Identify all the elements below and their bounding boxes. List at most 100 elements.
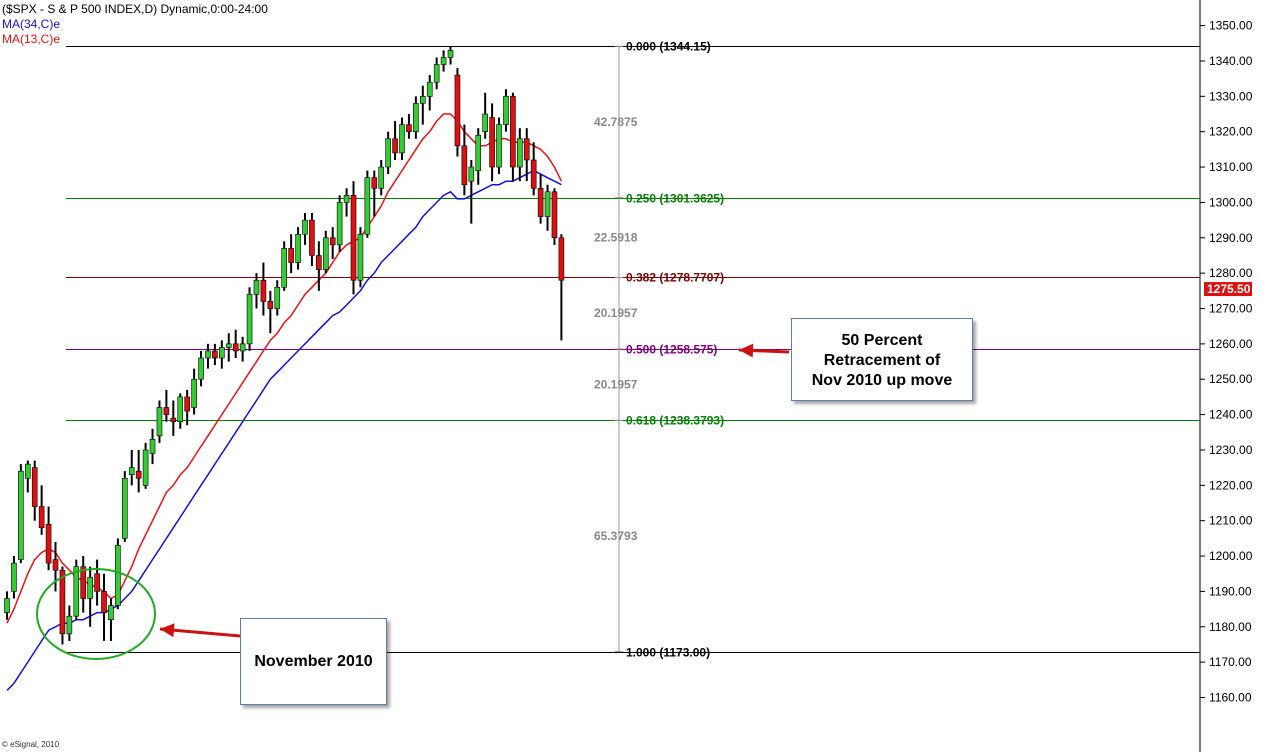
candle [101, 573, 107, 641]
y-tick-label: 1250.00 [1209, 372, 1253, 386]
y-tick-label: 1290.00 [1209, 231, 1253, 245]
fib-label: 0.618 (1238.3793) [626, 414, 724, 428]
candle-body [343, 195, 350, 203]
candle-body [115, 545, 121, 606]
candle-body [530, 159, 537, 189]
candle [24, 460, 31, 493]
november-callout: November 2010 [240, 618, 387, 705]
y-tick-label: 1310.00 [1209, 160, 1253, 174]
november-callout-text: November 2010 [254, 653, 373, 670]
retracement-arrow [738, 343, 790, 358]
candle [177, 393, 184, 429]
retracement-callout-line2: Retracement of [823, 352, 941, 369]
fib-label: 1.000 (1173.00) [626, 646, 710, 660]
candle [496, 117, 502, 175]
candle-body [426, 81, 433, 97]
candle [128, 449, 135, 486]
y-tick-label: 1320.00 [1209, 125, 1253, 139]
candle [260, 262, 267, 316]
candle-body [544, 191, 551, 217]
candle-body [31, 467, 38, 507]
candle [31, 460, 38, 521]
y-tick-label: 1330.00 [1209, 89, 1253, 103]
candle-body [94, 573, 100, 592]
candle [399, 117, 405, 160]
fib-label: 0.250 (1301.3625) [626, 192, 724, 206]
candle-body [309, 219, 315, 256]
y-tick-label: 1170.00 [1209, 655, 1252, 669]
last-price-tag [1204, 282, 1252, 297]
y-tick-label: 1220.00 [1209, 478, 1253, 492]
candle-body [364, 177, 371, 235]
candle [115, 538, 121, 610]
candle [343, 188, 350, 217]
y-tick-label: 1300.00 [1209, 195, 1253, 209]
candle [170, 400, 177, 436]
y-tick-label: 1240.00 [1209, 408, 1253, 422]
candle [212, 343, 218, 366]
candle [454, 68, 461, 157]
candle [406, 114, 412, 139]
candle [239, 336, 246, 362]
candle [364, 170, 371, 238]
y-tick-label: 1200.00 [1209, 549, 1253, 563]
candle [4, 591, 10, 620]
candle [66, 605, 73, 641]
candle [475, 128, 482, 185]
candle [80, 556, 87, 613]
candle-body [336, 202, 343, 246]
candle-body [295, 233, 301, 263]
candle-body [322, 237, 329, 270]
y-tick-label: 1340.00 [1209, 54, 1253, 68]
y-tick-label: 1230.00 [1209, 443, 1253, 457]
arrow-head [160, 623, 175, 638]
candle [267, 290, 274, 334]
ma34-legend: MA(34,C)e [2, 17, 61, 31]
candle-body [45, 523, 52, 564]
candle-body [232, 343, 239, 352]
candle [184, 389, 190, 426]
candle-body [302, 219, 308, 235]
candle [18, 464, 24, 564]
fib-gap-label: 22.5918 [594, 231, 638, 245]
candle [156, 400, 163, 443]
candle-body [461, 145, 468, 186]
candle-body [11, 562, 17, 592]
candle-body [468, 166, 475, 182]
candle [87, 566, 93, 627]
candle [544, 184, 551, 231]
candle-body [142, 449, 149, 486]
last-price-label: 1275.50 [1207, 282, 1251, 296]
candle-body [253, 279, 260, 295]
candle [482, 92, 488, 139]
november-arrow [159, 623, 241, 638]
november-circle [36, 568, 156, 660]
y-tick-label: 1350.00 [1209, 19, 1253, 33]
candle-body [52, 559, 59, 571]
candle-body [135, 470, 142, 479]
candle-body [80, 566, 87, 599]
fib-label: 0.000 (1344.15) [626, 40, 711, 54]
candle [163, 389, 170, 422]
candle [302, 213, 308, 245]
candle-body [503, 96, 509, 125]
candle [461, 124, 468, 196]
ma13-legend: MA(13,C)e [2, 32, 61, 46]
candle [329, 227, 336, 259]
candle-body [87, 576, 93, 599]
candle [149, 428, 156, 465]
candle-body [4, 598, 10, 613]
y-tick-label: 1160.00 [1209, 691, 1252, 705]
candle-body [551, 191, 558, 239]
candle-body [59, 569, 66, 635]
candle-body [440, 57, 447, 65]
candle-body [73, 566, 80, 617]
candle [371, 170, 378, 217]
candle [558, 234, 565, 341]
retracement-callout-line1: 50 Percent [841, 332, 923, 349]
candle [198, 350, 204, 387]
fib-gap-label: 65.3793 [594, 529, 638, 543]
y-tick-label: 1260.00 [1209, 337, 1253, 351]
candle [336, 195, 343, 252]
